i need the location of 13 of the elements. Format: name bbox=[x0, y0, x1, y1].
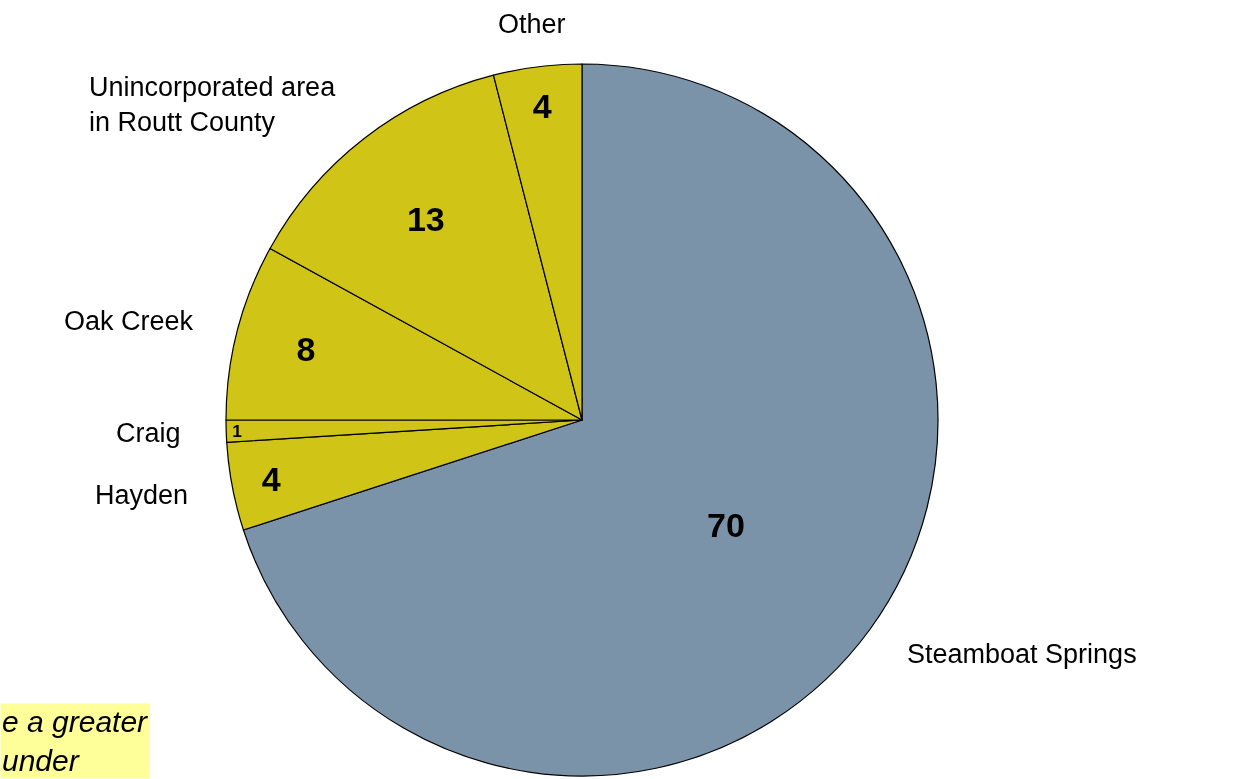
slice-label: Oak Creek bbox=[64, 306, 194, 336]
data-label: 4 bbox=[532, 87, 552, 126]
data-label: 4 bbox=[261, 460, 281, 499]
data-label: 70 bbox=[707, 505, 745, 544]
slice-label: Unincorporated area in Routt County bbox=[89, 72, 337, 138]
slice-label: Craig bbox=[116, 418, 181, 448]
slice-label: Hayden bbox=[95, 480, 189, 510]
data-label: 13 bbox=[406, 199, 445, 238]
slice-label: Other bbox=[498, 9, 566, 39]
data-label: 8 bbox=[296, 330, 316, 369]
slice-label: Steamboat Springs bbox=[907, 639, 1137, 669]
text: e a greater under bbox=[2, 705, 149, 777]
data-label: 1 bbox=[232, 420, 243, 441]
